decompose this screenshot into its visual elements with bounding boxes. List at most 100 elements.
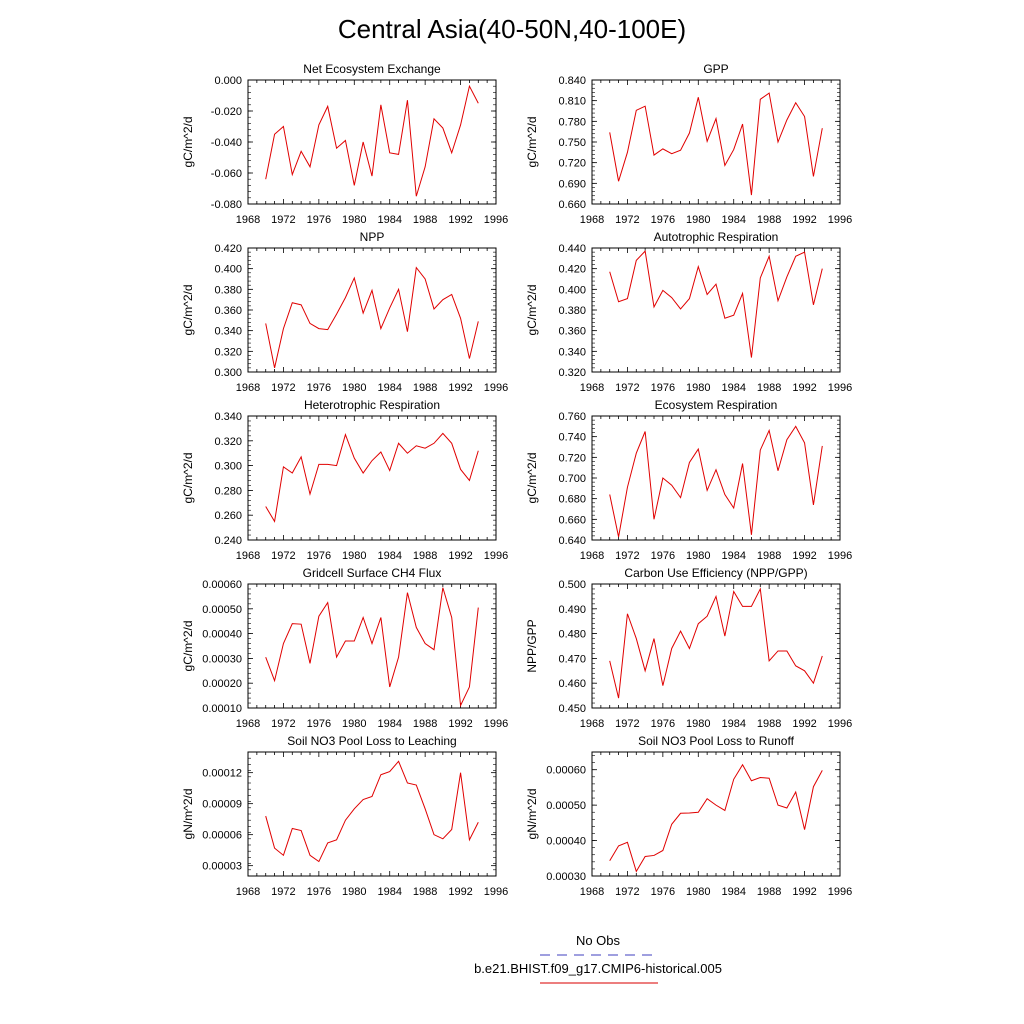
x-tick-label: 1976 (651, 550, 675, 562)
x-tick-label: 1988 (413, 718, 437, 730)
x-tick-label: 1972 (271, 382, 295, 394)
x-tick-label: 1984 (721, 886, 745, 898)
y-tick-label: 0.000 (214, 75, 242, 87)
y-tick-label: 0.400 (214, 264, 242, 276)
y-tick-label: -0.060 (211, 168, 242, 180)
y-tick-label: 0.750 (558, 137, 586, 149)
y-tick-label: 0.380 (214, 284, 242, 296)
panel-ecosystem-respiration: Ecosystem Respiration gC/m^2/d 1968 1972 197… (525, 398, 852, 562)
y-tick-label: 0.00040 (202, 629, 242, 641)
x-tick-label: 1992 (448, 550, 472, 562)
x-tick-label: 1968 (580, 214, 604, 226)
x-tick-label: 1980 (686, 214, 710, 226)
x-tick-label: 1996 (828, 382, 852, 394)
series-line (609, 763, 823, 873)
y-axis-label: gC/m^2/d (181, 285, 195, 336)
y-tick-label: 0.400 (558, 284, 586, 296)
y-axis-label: gC/m^2/d (181, 117, 195, 168)
y-tick-label: 0.490 (558, 604, 586, 616)
y-axis-label: gC/m^2/d (525, 285, 539, 336)
x-tick-label: 1996 (828, 214, 852, 226)
y-axis-label: gC/m^2/d (181, 621, 195, 672)
x-tick-label: 1996 (484, 382, 508, 394)
legend-line-no-obs (540, 954, 658, 956)
x-tick-label: 1992 (448, 214, 472, 226)
x-tick-label: 1996 (828, 886, 852, 898)
x-tick-label: 1984 (721, 382, 745, 394)
y-tick-label: 0.660 (558, 514, 586, 526)
legend-line-model-run (540, 982, 658, 984)
x-tick-label: 1992 (792, 214, 816, 226)
x-tick-label: 1980 (342, 718, 366, 730)
x-tick-label: 1988 (413, 550, 437, 562)
x-tick-label: 1976 (651, 718, 675, 730)
y-tick-label: 0.00003 (202, 861, 242, 873)
plot-frame (247, 415, 497, 541)
panel-title: GPP (703, 62, 728, 76)
plot-frame (591, 415, 841, 541)
plot-frame (591, 751, 841, 877)
x-tick-label: 1984 (377, 214, 401, 226)
y-tick-label: 0.280 (214, 485, 242, 497)
y-tick-label: 0.00040 (546, 836, 586, 848)
y-tick-label: 0.00020 (202, 678, 242, 690)
panel-autotrophic-respiration: Autotrophic Respiration gC/m^2/d 1968 1972 1… (525, 230, 852, 394)
y-tick-label: 0.320 (214, 436, 242, 448)
y-tick-label: 0.240 (214, 535, 242, 547)
x-tick-label: 1980 (342, 886, 366, 898)
x-tick-label: 1984 (377, 550, 401, 562)
y-axis-label: gC/m^2/d (525, 117, 539, 168)
x-tick-label: 1976 (307, 886, 331, 898)
panel-title: Gridcell Surface CH4 Flux (303, 566, 442, 580)
y-tick-label: 0.640 (558, 535, 586, 547)
x-tick-label: 1980 (686, 382, 710, 394)
x-tick-label: 1972 (615, 382, 639, 394)
x-tick-label: 1968 (236, 382, 260, 394)
y-tick-label: 0.340 (214, 411, 242, 423)
panel-title: Carbon Use Efficiency (NPP/GPP) (624, 566, 807, 580)
y-tick-label: 0.00030 (202, 653, 242, 665)
y-tick-label: 0.00010 (202, 703, 242, 715)
y-axis-label: gN/m^2/d (525, 789, 539, 840)
series-line (265, 587, 479, 708)
x-tick-label: 1988 (757, 886, 781, 898)
x-tick-label: 1976 (307, 214, 331, 226)
series-line (265, 760, 479, 863)
y-axis-label: gN/m^2/d (181, 789, 195, 840)
x-tick-label: 1996 (484, 886, 508, 898)
x-tick-label: 1972 (615, 550, 639, 562)
series-line (609, 587, 823, 699)
x-tick-label: 1988 (413, 214, 437, 226)
x-tick-label: 1988 (413, 886, 437, 898)
y-axis-label: gC/m^2/d (181, 453, 195, 504)
x-tick-label: 1976 (651, 382, 675, 394)
x-tick-label: 1980 (686, 550, 710, 562)
y-tick-label: 0.360 (214, 305, 242, 317)
y-tick-label: 0.00050 (546, 800, 586, 812)
x-tick-label: 1976 (307, 718, 331, 730)
x-tick-label: 1996 (484, 550, 508, 562)
y-tick-label: 0.420 (214, 243, 242, 255)
y-axis-label: NPP/GPP (525, 619, 539, 672)
x-tick-label: 1972 (615, 214, 639, 226)
y-tick-label: 0.00060 (546, 765, 586, 777)
y-tick-label: 0.720 (558, 158, 586, 170)
x-tick-label: 1980 (686, 718, 710, 730)
y-tick-label: 0.380 (558, 305, 586, 317)
x-tick-label: 1996 (828, 550, 852, 562)
x-tick-label: 1968 (580, 886, 604, 898)
x-tick-label: 1988 (757, 214, 781, 226)
x-tick-label: 1980 (686, 886, 710, 898)
y-tick-label: 0.300 (214, 461, 242, 473)
x-tick-label: 1988 (757, 550, 781, 562)
plot-frame (247, 751, 497, 877)
y-tick-label: 0.680 (558, 494, 586, 506)
y-tick-label: 0.00050 (202, 604, 242, 616)
panel-soil-no3-pool-loss-to-leaching: Soil NO3 Pool Loss to Leaching gN/m^2/d 19… (181, 734, 508, 898)
y-tick-label: 0.500 (558, 579, 586, 591)
y-tick-label: 0.320 (214, 346, 242, 358)
panel-title: Net Ecosystem Exchange (303, 62, 441, 76)
y-tick-label: 0.840 (558, 75, 586, 87)
panel-title: Autotrophic Respiration (654, 230, 779, 244)
